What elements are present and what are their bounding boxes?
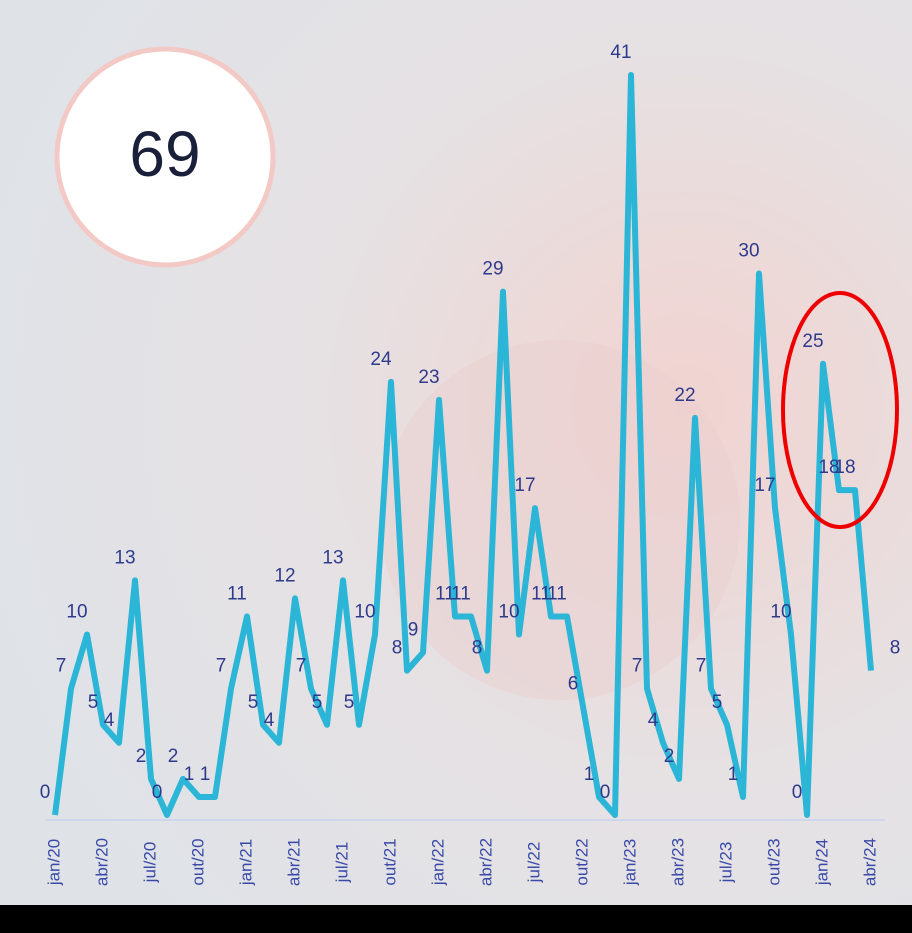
x-tick-label: out/20 [188, 838, 207, 885]
badge [54, 46, 276, 268]
data-label: 8 [472, 638, 483, 659]
x-tick-label: jul/23 [716, 842, 735, 884]
data-label: 0 [40, 782, 51, 803]
data-label: 10 [66, 602, 87, 623]
annotation: 69 [129, 118, 200, 190]
data-label: 5 [88, 692, 99, 713]
footer-bar [0, 905, 912, 933]
data-label: 1 [184, 764, 195, 785]
decoration [380, 340, 740, 700]
x-tick-label: jan/21 [236, 839, 255, 886]
data-label: 23 [418, 367, 439, 388]
data-label: 8 [392, 638, 403, 659]
data-label: 2 [136, 746, 147, 767]
x-tick-label: out/22 [572, 838, 591, 885]
highlight-ellipse [781, 291, 899, 529]
x-tick-label: jan/22 [428, 839, 447, 886]
data-label: 13 [114, 547, 135, 568]
data-label: 10 [354, 602, 375, 623]
x-tick-label: abr/22 [476, 838, 495, 886]
data-label: 5 [712, 692, 723, 713]
data-label: 0 [152, 782, 163, 803]
data-label: 5 [344, 692, 355, 713]
x-tick-label: jul/20 [140, 842, 159, 884]
data-label: 7 [296, 656, 307, 677]
data-label: 7 [632, 656, 643, 677]
data-label: 7 [56, 656, 67, 677]
data-label: 12 [274, 565, 295, 586]
data-label: 10 [770, 602, 791, 623]
x-tick-label: abr/24 [860, 838, 879, 886]
data-label: 10 [498, 602, 519, 623]
data-label: 1 [584, 764, 595, 785]
data-label: 9 [408, 620, 419, 641]
x-tick-label: jan/23 [620, 839, 639, 886]
x-tick-label: jul/22 [524, 842, 543, 884]
x-tick-label: out/23 [764, 838, 783, 885]
x-tick-label: abr/20 [92, 838, 111, 886]
data-label: 17 [754, 475, 775, 496]
data-label: 11 [435, 583, 455, 604]
data-label: 6 [568, 674, 579, 695]
x-tick-label: jul/21 [332, 842, 351, 884]
data-label: 29 [482, 259, 503, 280]
data-label: 7 [216, 656, 227, 677]
x-tick-label: jan/24 [812, 839, 831, 886]
data-label: 5 [248, 692, 259, 713]
data-label: 1 [200, 764, 211, 785]
data-label: 11 [547, 583, 567, 604]
data-label: 17 [514, 475, 535, 496]
data-label: 41 [610, 42, 631, 63]
data-label: 1 [728, 764, 739, 785]
data-label: 0 [792, 782, 803, 803]
data-label: 18 [834, 457, 855, 478]
x-tick-label: out/21 [380, 838, 399, 885]
data-label: 11 [531, 583, 551, 604]
data-label: 25 [802, 331, 823, 352]
data-label: 22 [674, 385, 695, 406]
data-label: 11 [451, 583, 471, 604]
data-label: 30 [738, 241, 759, 262]
data-label: 13 [322, 547, 343, 568]
data-label: 4 [264, 710, 275, 731]
data-label: 8 [890, 638, 901, 659]
data-label: 0 [600, 782, 611, 803]
x-tick-label: abr/21 [284, 838, 303, 886]
data-label: 4 [104, 710, 115, 731]
data-label: 24 [370, 349, 392, 370]
data-label: 5 [312, 692, 323, 713]
data-label: 7 [696, 656, 707, 677]
data-label: 11 [227, 583, 247, 604]
data-label: 4 [648, 710, 659, 731]
x-tick-label: jan/20 [44, 839, 63, 886]
x-tick-label: abr/23 [668, 838, 687, 886]
data-label: 18 [818, 457, 839, 478]
data-label: 2 [664, 746, 675, 767]
data-label: 2 [168, 746, 179, 767]
line [52, 72, 874, 818]
